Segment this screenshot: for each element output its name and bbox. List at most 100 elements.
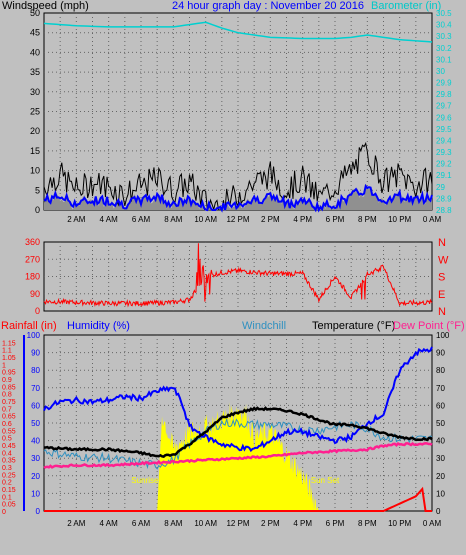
direction-compass-label: S — [438, 272, 445, 284]
rain-y-tick-label: 0.05 — [2, 502, 16, 509]
rain-y-tick-label: 1.15 — [2, 340, 16, 347]
humidity-y-tick-label: 50 — [31, 419, 40, 428]
wind-y-tick-label: 50 — [30, 8, 40, 18]
temperature-y-tick-label: 90 — [436, 349, 445, 358]
direction-y-tick-label: 90 — [30, 289, 40, 299]
humidity-y-tick-label: 60 — [31, 401, 40, 410]
temp-x-tick-label: 0 AM — [423, 519, 442, 528]
temp-x-tick-label: 6 AM — [132, 519, 151, 528]
humidity-y-tick-label: 20 — [31, 472, 40, 481]
direction-y-tick-label: 270 — [25, 254, 40, 264]
rain-y-tick-label: 0.85 — [2, 384, 16, 391]
wind-x-tick-label: 0 AM — [423, 215, 442, 224]
barometer-y-tick-label: 29.2 — [436, 160, 452, 169]
rain-y-tick-label: 0.75 — [2, 399, 16, 406]
wind-x-tick-label: 8 AM — [164, 215, 183, 224]
rain-y-tick-label: 0.95 — [2, 370, 16, 377]
direction-y-tick-label: 180 — [25, 272, 40, 282]
rain-y-tick-label: 1.05 — [2, 355, 16, 362]
direction-y-tick-label: 0 — [35, 306, 40, 316]
wind-y-tick-label: 0 — [35, 205, 40, 215]
temp-x-tick-label: 4 AM — [100, 519, 119, 528]
windspeed-series-line — [43, 183, 433, 213]
wind-x-tick-label: 8 PM — [358, 215, 377, 224]
barometer-y-tick-label: 29.6 — [436, 113, 452, 122]
temperature-legend: Temperature (°F) — [312, 320, 396, 332]
humidity-y-tick-label: 30 — [31, 454, 40, 463]
barometer-y-tick-label: 29.4 — [436, 136, 452, 145]
barometer-series-line — [43, 21, 433, 43]
temp-humidity-rain-panel: 00.050.10.150.20.250.30.350.40.450.50.55… — [2, 331, 450, 528]
temperature-y-tick-label: 0 — [436, 507, 441, 516]
solar-radiation-area — [157, 402, 319, 511]
wind-x-tick-label: 12 PM — [226, 215, 249, 224]
rain-y-tick-label: 0.2 — [2, 480, 12, 487]
humidity-y-tick-label: 100 — [27, 331, 41, 340]
barometer-y-tick-label: 29.5 — [436, 125, 452, 134]
wind-x-tick-label: 10 PM — [388, 215, 411, 224]
wind-y-tick-label: 25 — [30, 107, 40, 117]
windchill-legend: Windchill — [242, 320, 287, 332]
rain-y-tick-label: 0.25 — [2, 472, 16, 479]
barometer-y-tick-label: 29.3 — [436, 148, 452, 157]
rain-y-tick-label: 0.9 — [2, 377, 12, 384]
wind-x-tick-label: 4 AM — [100, 215, 119, 224]
rain-y-tick-label: 0.55 — [2, 428, 16, 435]
barometer-axis-title: Barometer (in) — [371, 0, 442, 12]
dewpoint-legend: Dew Point (°F) — [393, 320, 465, 332]
wind-y-tick-label: 20 — [30, 126, 40, 136]
barometer-y-tick-label: 30.2 — [436, 44, 452, 53]
humidity-axis-title: Humidity (%) — [67, 320, 130, 332]
humidity-y-tick-label: 80 — [31, 366, 40, 375]
temp-x-tick-label: 8 AM — [164, 519, 183, 528]
direction-compass-label: N — [438, 306, 446, 318]
rain-y-tick-label: 0.35 — [2, 458, 16, 465]
wind-direction-series-line — [43, 243, 433, 308]
direction-plot-area — [43, 241, 433, 312]
humidity-series-line — [43, 346, 433, 453]
direction-compass-label: E — [438, 289, 445, 301]
wind-barometer-panel: 0 5 10 15 20 25 30 35 40 45 50 28.8 28.9 29 29.1 29.2 29… — [30, 8, 452, 224]
wind-x-tick-label: 2 PM — [261, 215, 280, 224]
rain-y-tick-label: 0.45 — [2, 443, 16, 450]
direction-compass-label: W — [438, 254, 449, 266]
humidity-y-tick-label: 10 — [31, 489, 40, 498]
wind-y-tick-label: 40 — [30, 47, 40, 57]
temperature-y-tick-label: 70 — [436, 384, 445, 393]
temperature-y-tick-label: 100 — [436, 331, 450, 340]
sunrise-label: Sunrise — [131, 476, 159, 485]
rain-y-tick-label: 0 — [2, 509, 6, 516]
wind-y-tick-label: 10 — [30, 166, 40, 176]
humidity-y-tick-label: 70 — [31, 384, 40, 393]
barometer-y-tick-label: 29.9 — [436, 79, 452, 88]
wind-y-tick-label: 35 — [30, 67, 40, 77]
rain-y-tick-label: 0.3 — [2, 465, 12, 472]
rain-y-tick-label: 0.1 — [2, 494, 12, 501]
temperature-y-tick-label: 20 — [436, 472, 445, 481]
temperature-series-line — [43, 406, 433, 458]
barometer-y-tick-label: 30.1 — [436, 55, 452, 64]
rain-y-tick-label: 0.15 — [2, 487, 16, 494]
humidity-y-tick-label: 0 — [36, 507, 41, 516]
wind-x-tick-label: 2 AM — [67, 215, 86, 224]
barometer-y-tick-label: 30.5 — [436, 9, 452, 18]
humidity-y-tick-label: 40 — [31, 437, 40, 446]
rain-y-tick-label: 1.1 — [2, 348, 12, 355]
barometer-y-tick-label: 28.9 — [436, 194, 452, 203]
rain-y-tick-label: 0.65 — [2, 414, 16, 421]
rain-y-tick-label: 0.5 — [2, 436, 12, 443]
humidity-y-tick-label: 90 — [31, 349, 40, 358]
barometer-y-tick-label: 29.8 — [436, 90, 452, 99]
barometer-y-tick-label: 30 — [436, 67, 445, 76]
rain-y-tick-label: 0.4 — [2, 450, 12, 457]
temp-x-tick-label: 10 PM — [388, 519, 411, 528]
wind-x-tick-label: 10 AM — [194, 215, 217, 224]
direction-y-tick-label: 360 — [25, 237, 40, 247]
wind-x-tick-label: 4 PM — [293, 215, 312, 224]
barometer-y-tick-label: 29.7 — [436, 102, 452, 111]
temp-x-tick-label: 2 AM — [67, 519, 86, 528]
barometer-y-tick-label: 28.8 — [436, 206, 452, 215]
wind-y-tick-label: 5 — [35, 185, 40, 195]
